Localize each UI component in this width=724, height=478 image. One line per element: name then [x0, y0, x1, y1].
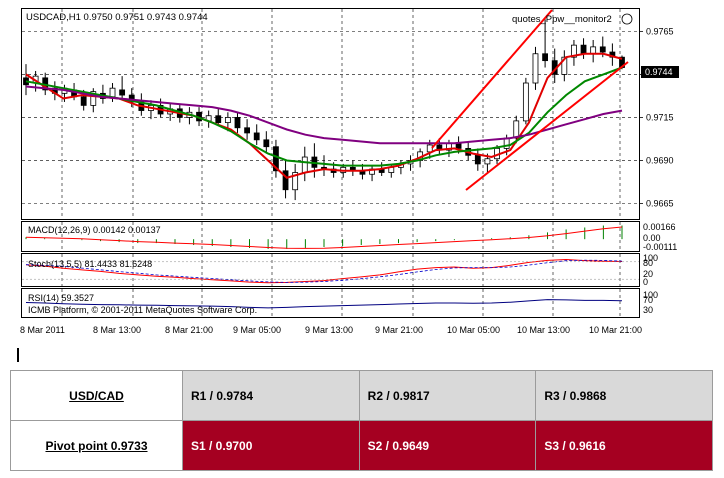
- lower-trend-line: [465, 61, 629, 191]
- x-tick-label: 9 Mar 21:00: [375, 325, 423, 335]
- pivot-label: Pivot point 0.9733: [45, 438, 148, 453]
- rsi-tick-label: 30: [643, 305, 653, 315]
- candle-body: [571, 44, 577, 58]
- main-panel-frame: [21, 8, 640, 220]
- macd-tick-label: 0.00166: [643, 222, 676, 232]
- current-price-box: [641, 66, 679, 78]
- table-row: USD/CAD R1 / 0.9784 R2 / 0.9817 R3 / 0.9…: [10, 370, 713, 421]
- candle-body: [119, 89, 126, 96]
- candle-body: [561, 56, 568, 75]
- candle-body: [590, 46, 597, 55]
- trend-lines: [431, 9, 629, 191]
- candle-body: [282, 170, 289, 191]
- candle-body: [80, 96, 87, 106]
- x-tick-label: 9 Mar 05:00: [233, 325, 281, 335]
- s2-cell: S2 / 0.9649: [358, 420, 537, 471]
- stoch-main-line: [25, 258, 623, 284]
- x-tick-label: 9 Mar 13:00: [305, 325, 353, 335]
- candle-body: [484, 158, 491, 165]
- stoch-tick-label: 0: [643, 277, 648, 287]
- text-cursor: [17, 348, 19, 362]
- candle-body: [215, 115, 222, 124]
- macd-signal-line: [25, 226, 623, 249]
- macd-tick-label: -0.00111: [643, 242, 677, 252]
- rsi-line: [25, 299, 623, 309]
- x-tick-label: 10 Mar 13:00: [517, 325, 570, 335]
- candle-body: [90, 91, 97, 106]
- rsi-plot: [25, 299, 623, 309]
- candle-body: [253, 132, 260, 141]
- pivot-table: USD/CAD R1 / 0.9784 R2 / 0.9817 R3 / 0.9…: [10, 370, 713, 471]
- candle-body: [599, 46, 606, 53]
- moving-average-line: [25, 85, 623, 145]
- chart-header: USDCAD,H1 0.9750 0.9751 0.9743 0.9744: [26, 12, 208, 23]
- stoch-tick-label: 80: [643, 258, 653, 268]
- table-row: Pivot point 0.9733 S1 / 0.9700 S2 / 0.96…: [10, 420, 713, 471]
- y-tick-label: 0.9665: [646, 199, 674, 209]
- macd-tick-label: 0.00: [643, 233, 661, 243]
- smiley-icon: [621, 13, 633, 25]
- price-plot: [23, 19, 625, 201]
- candle-body: [109, 87, 116, 98]
- candle-body: [301, 156, 308, 173]
- pivot-cell: Pivot point 0.9733: [10, 420, 183, 471]
- rsi-tick-label: 100: [643, 290, 658, 300]
- chart-grid: [22, 9, 639, 317]
- s1-cell: S1 / 0.9700: [182, 420, 360, 471]
- candle-body: [244, 127, 250, 134]
- x-tick-label: 10 Mar 05:00: [447, 325, 500, 335]
- rsi-panel-frame: [21, 288, 640, 318]
- y-tick-label: 0.9765: [646, 26, 674, 36]
- s3-cell: S3 / 0.9616: [535, 420, 713, 471]
- x-tick-label: 8 Mar 2011: [20, 325, 65, 335]
- stoch-panel-frame: [21, 253, 640, 287]
- macd-plot: [25, 225, 623, 249]
- upper-trend-line: [431, 9, 553, 149]
- r3-cell: R3 / 0.9868: [535, 370, 713, 421]
- candle-body: [263, 139, 270, 148]
- current-price-label: 0.9744: [645, 67, 673, 77]
- pair-label: USD/CAD: [69, 388, 124, 403]
- moving-average-line: [25, 52, 623, 179]
- rsi-title: RSI(14) 59.3527: [28, 293, 94, 303]
- axis-labels: 0.97650.97400.97150.96900.96650.001660.0…: [20, 26, 677, 335]
- x-tick-label: 8 Mar 13:00: [93, 325, 141, 335]
- rsi-tick-label: 70: [643, 295, 653, 305]
- indicator-name: quotes_Ppw__monitor2: [512, 14, 612, 25]
- stoch-tick-label: 100: [643, 253, 658, 263]
- x-tick-label: 10 Mar 21:00: [589, 325, 642, 335]
- candle-body: [542, 53, 548, 62]
- r2-cell: R2 / 0.9817: [358, 370, 537, 421]
- price-chart: 0.97650.97400.97150.96900.96650.001660.0…: [20, 8, 679, 335]
- candle-body: [522, 82, 529, 122]
- stoch-plot: [22, 258, 639, 284]
- candle-body: [513, 120, 520, 139]
- candle-body: [474, 154, 481, 165]
- y-tick-label: 0.9715: [646, 112, 674, 122]
- copyright-text: ICMB Platform, © 2001-2011 MetaQuotes So…: [28, 305, 257, 315]
- candle-body: [273, 146, 279, 172]
- candle-body: [292, 172, 299, 191]
- macd-title: MACD(12,26,9) 0.00142 0.00137: [28, 225, 161, 235]
- y-tick-label: 0.9690: [646, 155, 674, 165]
- r1-cell: R1 / 0.9784: [182, 370, 360, 421]
- pair-cell: USD/CAD: [10, 370, 183, 421]
- candle-body: [224, 117, 231, 124]
- stoch-tick-label: 20: [643, 269, 653, 279]
- stoch-title: Stoch(13,5,5) 81.4433 81.6248: [28, 259, 152, 269]
- candle-body: [426, 144, 433, 153]
- candle-body: [580, 44, 587, 55]
- candle-body: [234, 117, 241, 129]
- x-tick-label: 8 Mar 21:00: [165, 325, 213, 335]
- candle-body: [532, 53, 539, 84]
